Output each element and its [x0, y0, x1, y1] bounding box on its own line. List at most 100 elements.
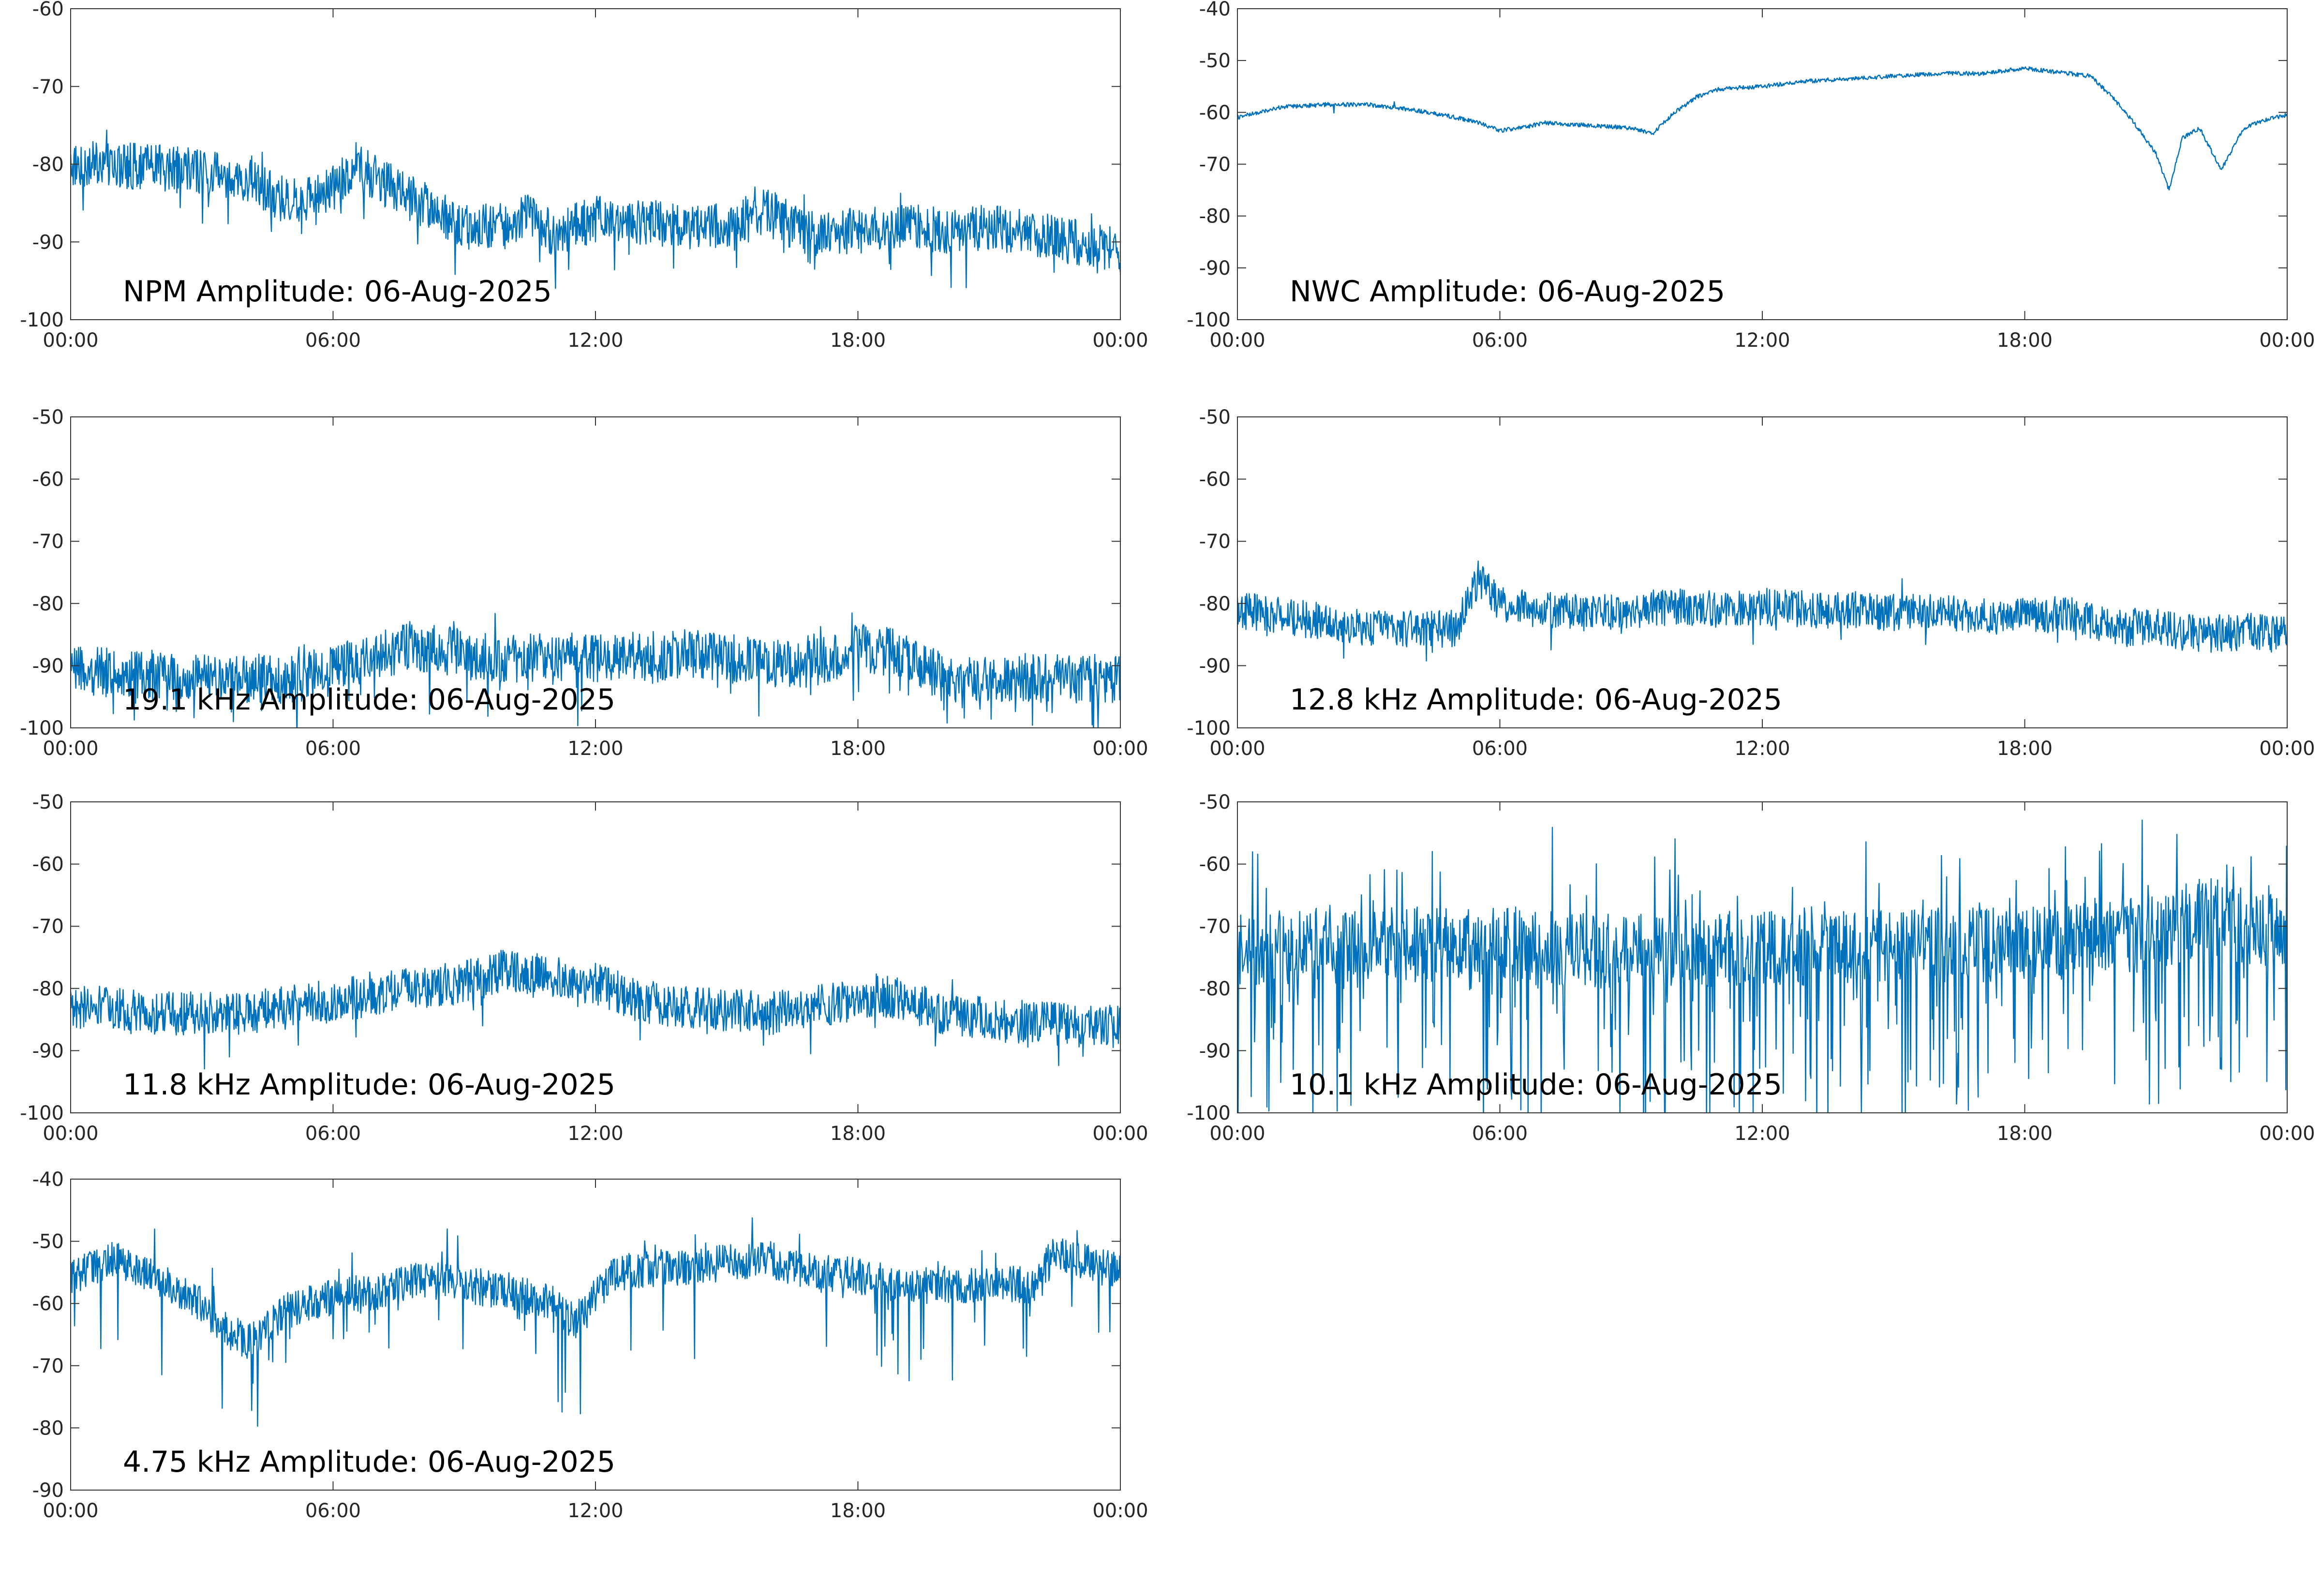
y-tick-label: -100: [1187, 1102, 1231, 1124]
x-tick-label: 06:00: [305, 329, 361, 352]
series-line: [1237, 819, 2287, 1113]
panel-title: 12.8 kHz Amplitude: 06-Aug-2025: [1290, 683, 1782, 717]
y-tick-label: -60: [32, 469, 64, 491]
x-tick-label: 06:00: [305, 1123, 361, 1145]
x-tick-label: 00:00: [1092, 738, 1148, 760]
y-tick-label: -80: [32, 593, 64, 615]
x-tick-label: 06:00: [305, 738, 361, 760]
y-tick-label: -60: [1199, 102, 1231, 124]
y-tick-label: -50: [1199, 50, 1231, 72]
x-tick-label: 00:00: [43, 1123, 98, 1145]
series-line: [71, 949, 1120, 1070]
series-line: [71, 1217, 1120, 1427]
x-tick-label: 06:00: [1472, 738, 1528, 760]
plot-area: [70, 8, 1121, 320]
y-tick-label: -60: [1199, 854, 1231, 876]
x-tick-label: 00:00: [43, 738, 98, 760]
y-tick-label: -80: [32, 1417, 64, 1439]
y-tick-label: -60: [32, 1293, 64, 1315]
x-tick-label: 12:00: [1734, 329, 1790, 352]
panel-title: 10.1 kHz Amplitude: 06-Aug-2025: [1290, 1068, 1782, 1102]
y-tick-label: -70: [32, 531, 64, 553]
y-tick-label: -100: [1187, 717, 1231, 739]
panel-title: NPM Amplitude: 06-Aug-2025: [123, 275, 552, 309]
y-tick-label: -70: [1199, 916, 1231, 938]
series-line: [1237, 560, 2287, 662]
y-tick-label: -70: [1199, 154, 1231, 176]
x-tick-label: 00:00: [1209, 1123, 1265, 1145]
y-tick-label: -50: [1199, 791, 1231, 813]
x-tick-label: 18:00: [1997, 738, 2053, 760]
y-tick-label: -90: [32, 1479, 64, 1502]
y-tick-label: -90: [32, 655, 64, 677]
y-tick-label: -90: [1199, 655, 1231, 677]
x-tick-label: 00:00: [2259, 329, 2315, 352]
x-tick-label: 00:00: [1209, 329, 1265, 352]
y-tick-label: -80: [1199, 206, 1231, 228]
series-line: [1237, 66, 2287, 191]
y-tick-label: -40: [32, 1168, 64, 1191]
x-tick-label: 18:00: [1997, 329, 2053, 352]
plot-area: [70, 801, 1121, 1113]
x-tick-label: 18:00: [830, 329, 886, 352]
x-tick-label: 06:00: [305, 1500, 361, 1522]
y-tick-label: -50: [32, 406, 64, 429]
x-tick-label: 06:00: [1472, 329, 1528, 352]
y-tick-label: -90: [32, 1040, 64, 1062]
y-tick-label: -50: [32, 1231, 64, 1253]
x-tick-label: 18:00: [830, 1500, 886, 1522]
x-tick-label: 00:00: [1092, 329, 1148, 352]
panel-title: 11.8 kHz Amplitude: 06-Aug-2025: [123, 1068, 615, 1102]
y-tick-label: -80: [1199, 978, 1231, 1000]
series-line: [71, 129, 1120, 289]
y-tick-label: -70: [32, 1355, 64, 1377]
x-tick-label: 00:00: [43, 1500, 98, 1522]
y-tick-label: -100: [20, 309, 64, 331]
y-tick-label: -80: [32, 978, 64, 1000]
y-tick-label: -90: [1199, 257, 1231, 280]
x-tick-label: 12:00: [567, 329, 623, 352]
x-tick-label: 00:00: [2259, 1123, 2315, 1145]
x-tick-label: 00:00: [1092, 1500, 1148, 1522]
x-tick-label: 18:00: [830, 1123, 886, 1145]
plot-area: [1237, 416, 2288, 728]
y-tick-label: -50: [32, 791, 64, 813]
y-tick-label: -70: [32, 76, 64, 98]
y-tick-label: -60: [32, 854, 64, 876]
y-tick-label: -100: [20, 717, 64, 739]
x-tick-label: 12:00: [567, 738, 623, 760]
panel-title: NWC Amplitude: 06-Aug-2025: [1290, 275, 1725, 309]
panel-title: 19.1 kHz Amplitude: 06-Aug-2025: [123, 683, 615, 717]
y-tick-label: -40: [1199, 0, 1231, 20]
y-tick-label: -50: [1199, 406, 1231, 429]
y-tick-label: -90: [1199, 1040, 1231, 1062]
y-tick-label: -100: [20, 1102, 64, 1124]
x-tick-label: 18:00: [830, 738, 886, 760]
y-tick-label: -80: [32, 154, 64, 176]
x-tick-label: 12:00: [1734, 1123, 1790, 1145]
plot-area: [1237, 8, 2288, 320]
y-tick-label: -80: [1199, 593, 1231, 615]
y-tick-label: -60: [1199, 469, 1231, 491]
x-tick-label: 00:00: [43, 329, 98, 352]
y-tick-label: -100: [1187, 309, 1231, 331]
x-tick-label: 12:00: [567, 1500, 623, 1522]
x-tick-label: 12:00: [567, 1123, 623, 1145]
x-tick-label: 12:00: [1734, 738, 1790, 760]
x-tick-label: 18:00: [1997, 1123, 2053, 1145]
x-tick-label: 00:00: [1209, 738, 1265, 760]
y-tick-label: -70: [1199, 531, 1231, 553]
x-tick-label: 06:00: [1472, 1123, 1528, 1145]
x-tick-label: 00:00: [1092, 1123, 1148, 1145]
plot-area: [70, 1179, 1121, 1491]
y-tick-label: -70: [32, 916, 64, 938]
y-tick-label: -90: [32, 231, 64, 253]
panel-title: 4.75 kHz Amplitude: 06-Aug-2025: [123, 1445, 615, 1479]
